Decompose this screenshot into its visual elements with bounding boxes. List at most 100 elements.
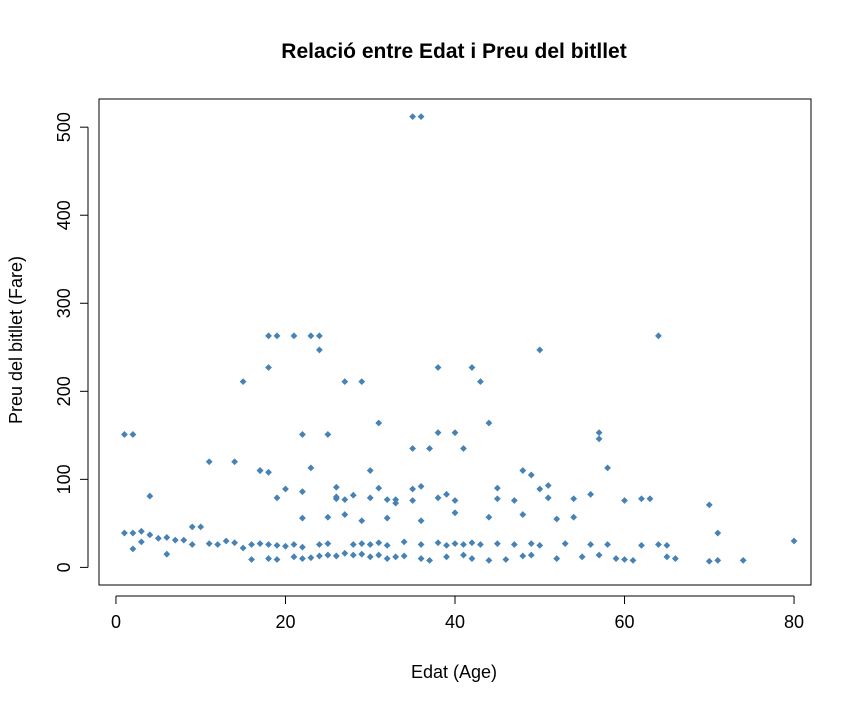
data-point <box>468 539 476 547</box>
data-point <box>451 509 459 517</box>
data-point <box>358 378 366 386</box>
data-point <box>714 556 722 564</box>
y-tick-label: 300 <box>54 288 74 318</box>
data-point <box>544 494 552 502</box>
data-point <box>663 541 671 549</box>
data-point <box>434 429 442 437</box>
data-point <box>417 541 425 548</box>
data-point <box>383 555 391 562</box>
data-point <box>332 483 340 491</box>
data-point <box>477 378 484 386</box>
data-point <box>299 431 306 438</box>
data-point <box>790 537 798 545</box>
data-point <box>375 419 383 427</box>
data-point <box>485 556 493 564</box>
data-point <box>553 515 561 523</box>
data-point <box>451 429 459 437</box>
data-point <box>460 541 467 548</box>
data-point <box>299 514 306 522</box>
data-point <box>434 494 442 502</box>
data-point <box>477 541 484 548</box>
data-point <box>290 553 298 561</box>
data-point <box>417 482 425 490</box>
data-point <box>392 499 400 507</box>
x-tick-label: 20 <box>275 612 295 632</box>
data-point <box>324 551 332 559</box>
data-point <box>180 536 188 544</box>
chart-title: Relació entre Edat i Preu del bitllet <box>281 40 626 63</box>
data-point <box>629 556 637 564</box>
data-point <box>129 529 137 537</box>
data-point <box>714 529 722 537</box>
data-point <box>451 497 459 504</box>
data-point <box>705 501 713 509</box>
data-point <box>392 496 400 503</box>
data-point <box>595 435 603 443</box>
data-point <box>468 555 476 562</box>
data-point <box>146 492 154 500</box>
data-point <box>485 513 493 521</box>
data-point <box>570 513 578 521</box>
data-point <box>604 541 611 548</box>
data-point <box>655 332 662 340</box>
data-point <box>282 485 289 493</box>
data-point <box>265 332 272 340</box>
data-point <box>366 553 374 561</box>
data-point <box>671 555 679 562</box>
plot-frame <box>98 98 812 586</box>
data-point <box>400 538 408 546</box>
data-point <box>129 545 137 553</box>
data-point <box>315 541 323 548</box>
data-point <box>290 332 298 340</box>
data-point <box>366 541 374 548</box>
data-point <box>163 550 171 558</box>
data-point <box>265 555 272 562</box>
data-point <box>392 553 400 561</box>
data-point <box>307 464 315 472</box>
data-point <box>375 539 383 547</box>
data-point <box>493 540 501 548</box>
data-point <box>409 497 417 504</box>
data-point <box>188 523 196 531</box>
data-point <box>358 540 366 548</box>
y-axis-label: Preu del bitllet (Fare) <box>6 256 26 424</box>
data-point <box>265 541 272 548</box>
data-point <box>646 495 654 503</box>
data-point <box>222 537 230 545</box>
data-point <box>341 549 349 557</box>
data-point <box>375 551 383 559</box>
data-point <box>485 419 493 427</box>
data-point <box>536 541 544 549</box>
data-point <box>527 551 535 559</box>
data-point <box>510 541 518 548</box>
data-point <box>587 541 595 548</box>
data-point <box>273 541 281 549</box>
data-point <box>299 488 306 496</box>
data-points <box>121 113 798 565</box>
data-point <box>443 553 450 561</box>
data-point <box>290 541 298 548</box>
data-point <box>154 534 162 542</box>
data-point <box>502 556 510 563</box>
data-point <box>460 445 467 452</box>
x-tick-label: 80 <box>784 612 804 632</box>
y-tick-label: 500 <box>54 112 74 142</box>
y-tick-label: 200 <box>54 376 74 406</box>
data-point <box>739 556 747 564</box>
data-point <box>315 552 323 560</box>
data-point <box>561 540 569 548</box>
data-point <box>443 541 450 549</box>
x-tick-label: 60 <box>615 612 635 632</box>
x-axis: 0 20 40 60 80 <box>111 595 804 632</box>
data-point <box>299 555 306 562</box>
data-point <box>417 113 425 121</box>
data-point <box>256 540 264 548</box>
data-point <box>273 332 281 340</box>
data-point <box>273 556 281 563</box>
data-point <box>231 539 239 547</box>
data-point <box>324 431 332 438</box>
data-point <box>578 553 586 561</box>
data-point <box>239 544 247 552</box>
data-point <box>409 113 417 121</box>
